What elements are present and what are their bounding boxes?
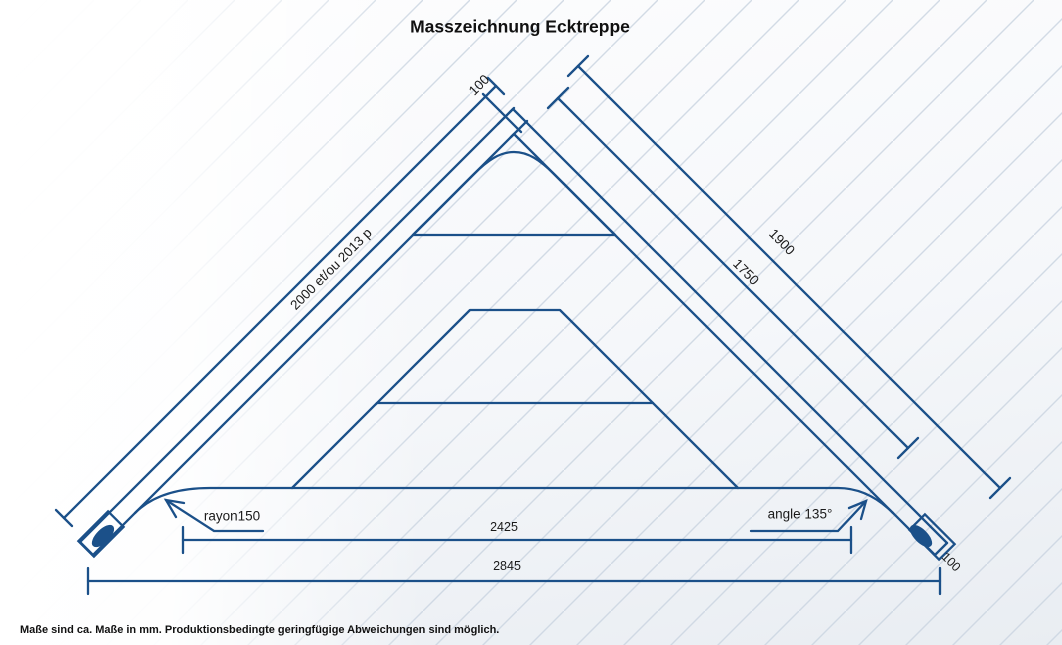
bottom-platform <box>133 486 895 515</box>
footnote: Maße sind ca. Maße in mm. Produktionsbed… <box>20 624 500 636</box>
leader-angle-arrowhead <box>847 499 868 521</box>
foot-plate-left <box>76 509 126 559</box>
dim-line-2000 <box>62 84 498 520</box>
leader-rayon-arrowhead <box>163 498 186 519</box>
drawing-title: Masszeichnung Ecktreppe <box>410 16 630 37</box>
foot-left <box>76 509 126 559</box>
dim-label-2845: 2845 <box>493 559 521 573</box>
dimension-lines <box>54 54 1012 596</box>
leader-rayon <box>164 498 265 533</box>
dim-tick <box>566 54 590 78</box>
dim-tick <box>496 106 516 126</box>
stringer-end-cap-right <box>933 541 949 557</box>
dim-label-radius: rayon150 <box>203 508 261 524</box>
dim-label-2425: 2425 <box>490 520 518 534</box>
dim-tick <box>546 86 570 110</box>
dim-line-1750 <box>556 96 910 450</box>
dim-label-angle: angle 135° <box>767 506 833 522</box>
middle-step <box>290 308 740 490</box>
dim-tick <box>509 119 529 139</box>
foot-bolt-left <box>91 524 115 548</box>
leader-angle <box>749 499 868 533</box>
dim-tick <box>988 476 1012 500</box>
dim-tick <box>896 436 920 460</box>
dim-tick <box>486 76 506 96</box>
arched-top-step <box>411 150 617 237</box>
foot-right <box>907 512 957 562</box>
dim-line-100-top <box>481 92 523 134</box>
foot-bolt-right <box>909 524 933 548</box>
dim-tick <box>54 508 74 528</box>
dim-line-1900 <box>576 64 1002 490</box>
